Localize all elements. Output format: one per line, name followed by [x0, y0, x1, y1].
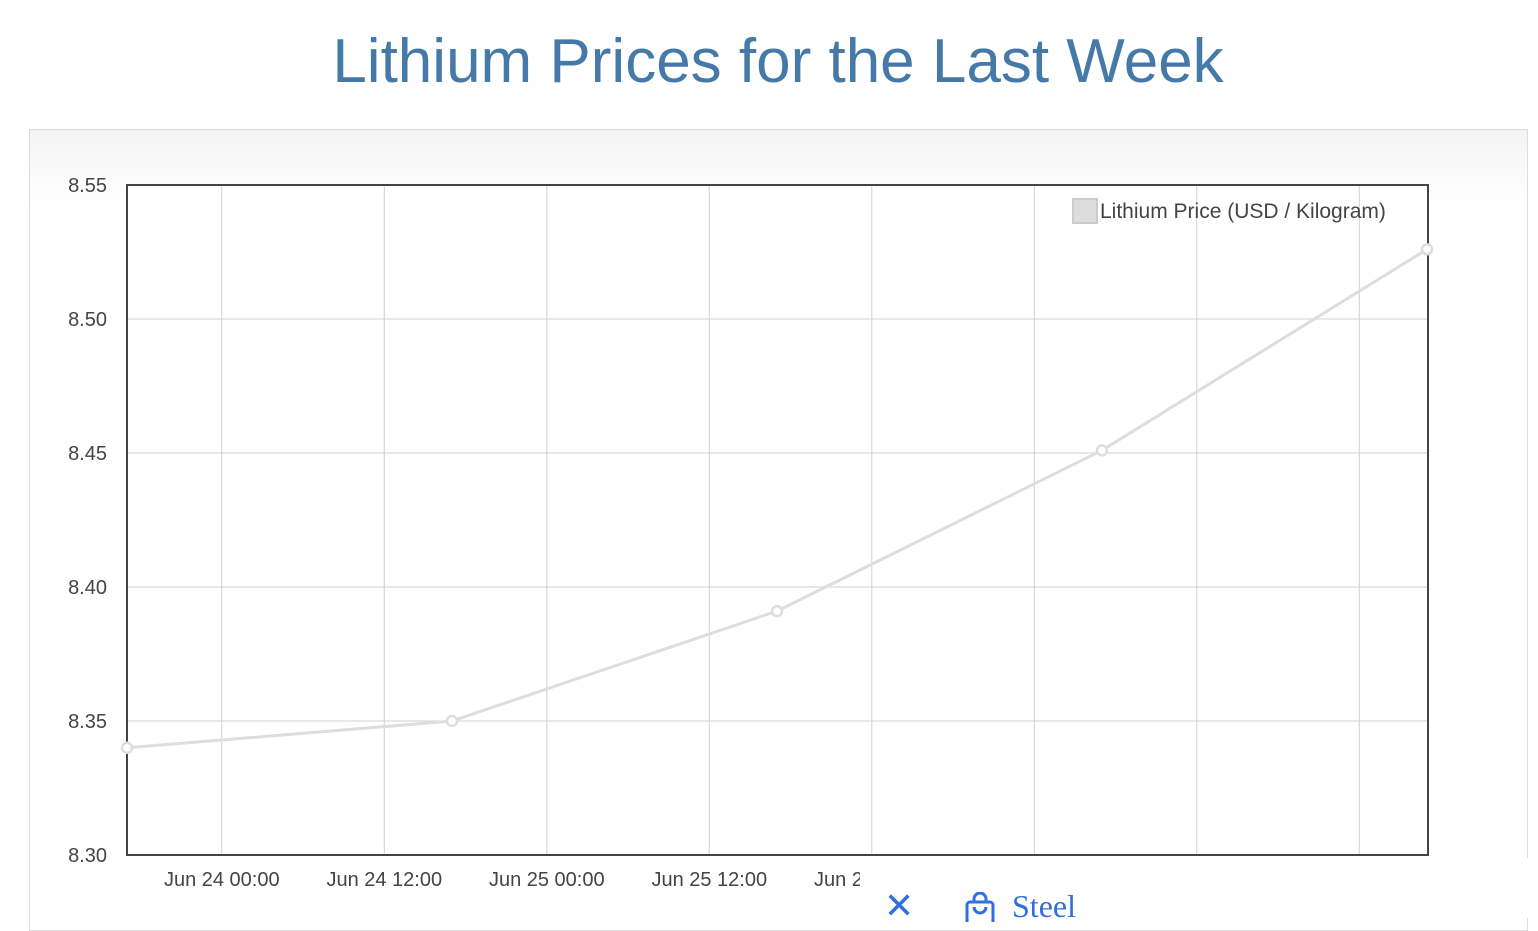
plot-border — [126, 184, 1429, 856]
x-tick-label: Jun 24 00:00 — [164, 869, 280, 891]
x-tick-label: Jun 24 12:00 — [326, 869, 442, 891]
shopping-bag-icon — [964, 891, 996, 927]
close-icon[interactable]: ✕ — [884, 885, 915, 926]
y-tick-label: 8.45 — [68, 443, 107, 465]
data-point — [1095, 444, 1109, 457]
data-point — [770, 604, 784, 618]
data-point — [1420, 243, 1434, 256]
y-tick-label: 8.35 — [68, 711, 107, 733]
legend-label: Lithium Price (USD / Kilogram) — [1100, 200, 1386, 223]
x-tick-label: Jun 25 00:00 — [489, 869, 605, 891]
y-tick-label: 8.50 — [68, 309, 107, 331]
y-tick-label: 8.30 — [68, 845, 107, 867]
steel-link[interactable]: Steel — [1012, 888, 1076, 924]
data-point — [120, 741, 134, 755]
plot-area — [127, 185, 1428, 855]
y-tick-label: 8.40 — [68, 577, 107, 599]
y-tick-label: 8.55 — [68, 175, 107, 197]
page-title: Lithium Prices for the Last Week — [332, 27, 1224, 96]
legend-swatch — [1072, 198, 1098, 224]
data-point — [445, 714, 459, 728]
bottom-overlay: ✕ Steel — [860, 858, 1538, 926]
x-tick-label: Jun 25 12:00 — [651, 869, 767, 891]
